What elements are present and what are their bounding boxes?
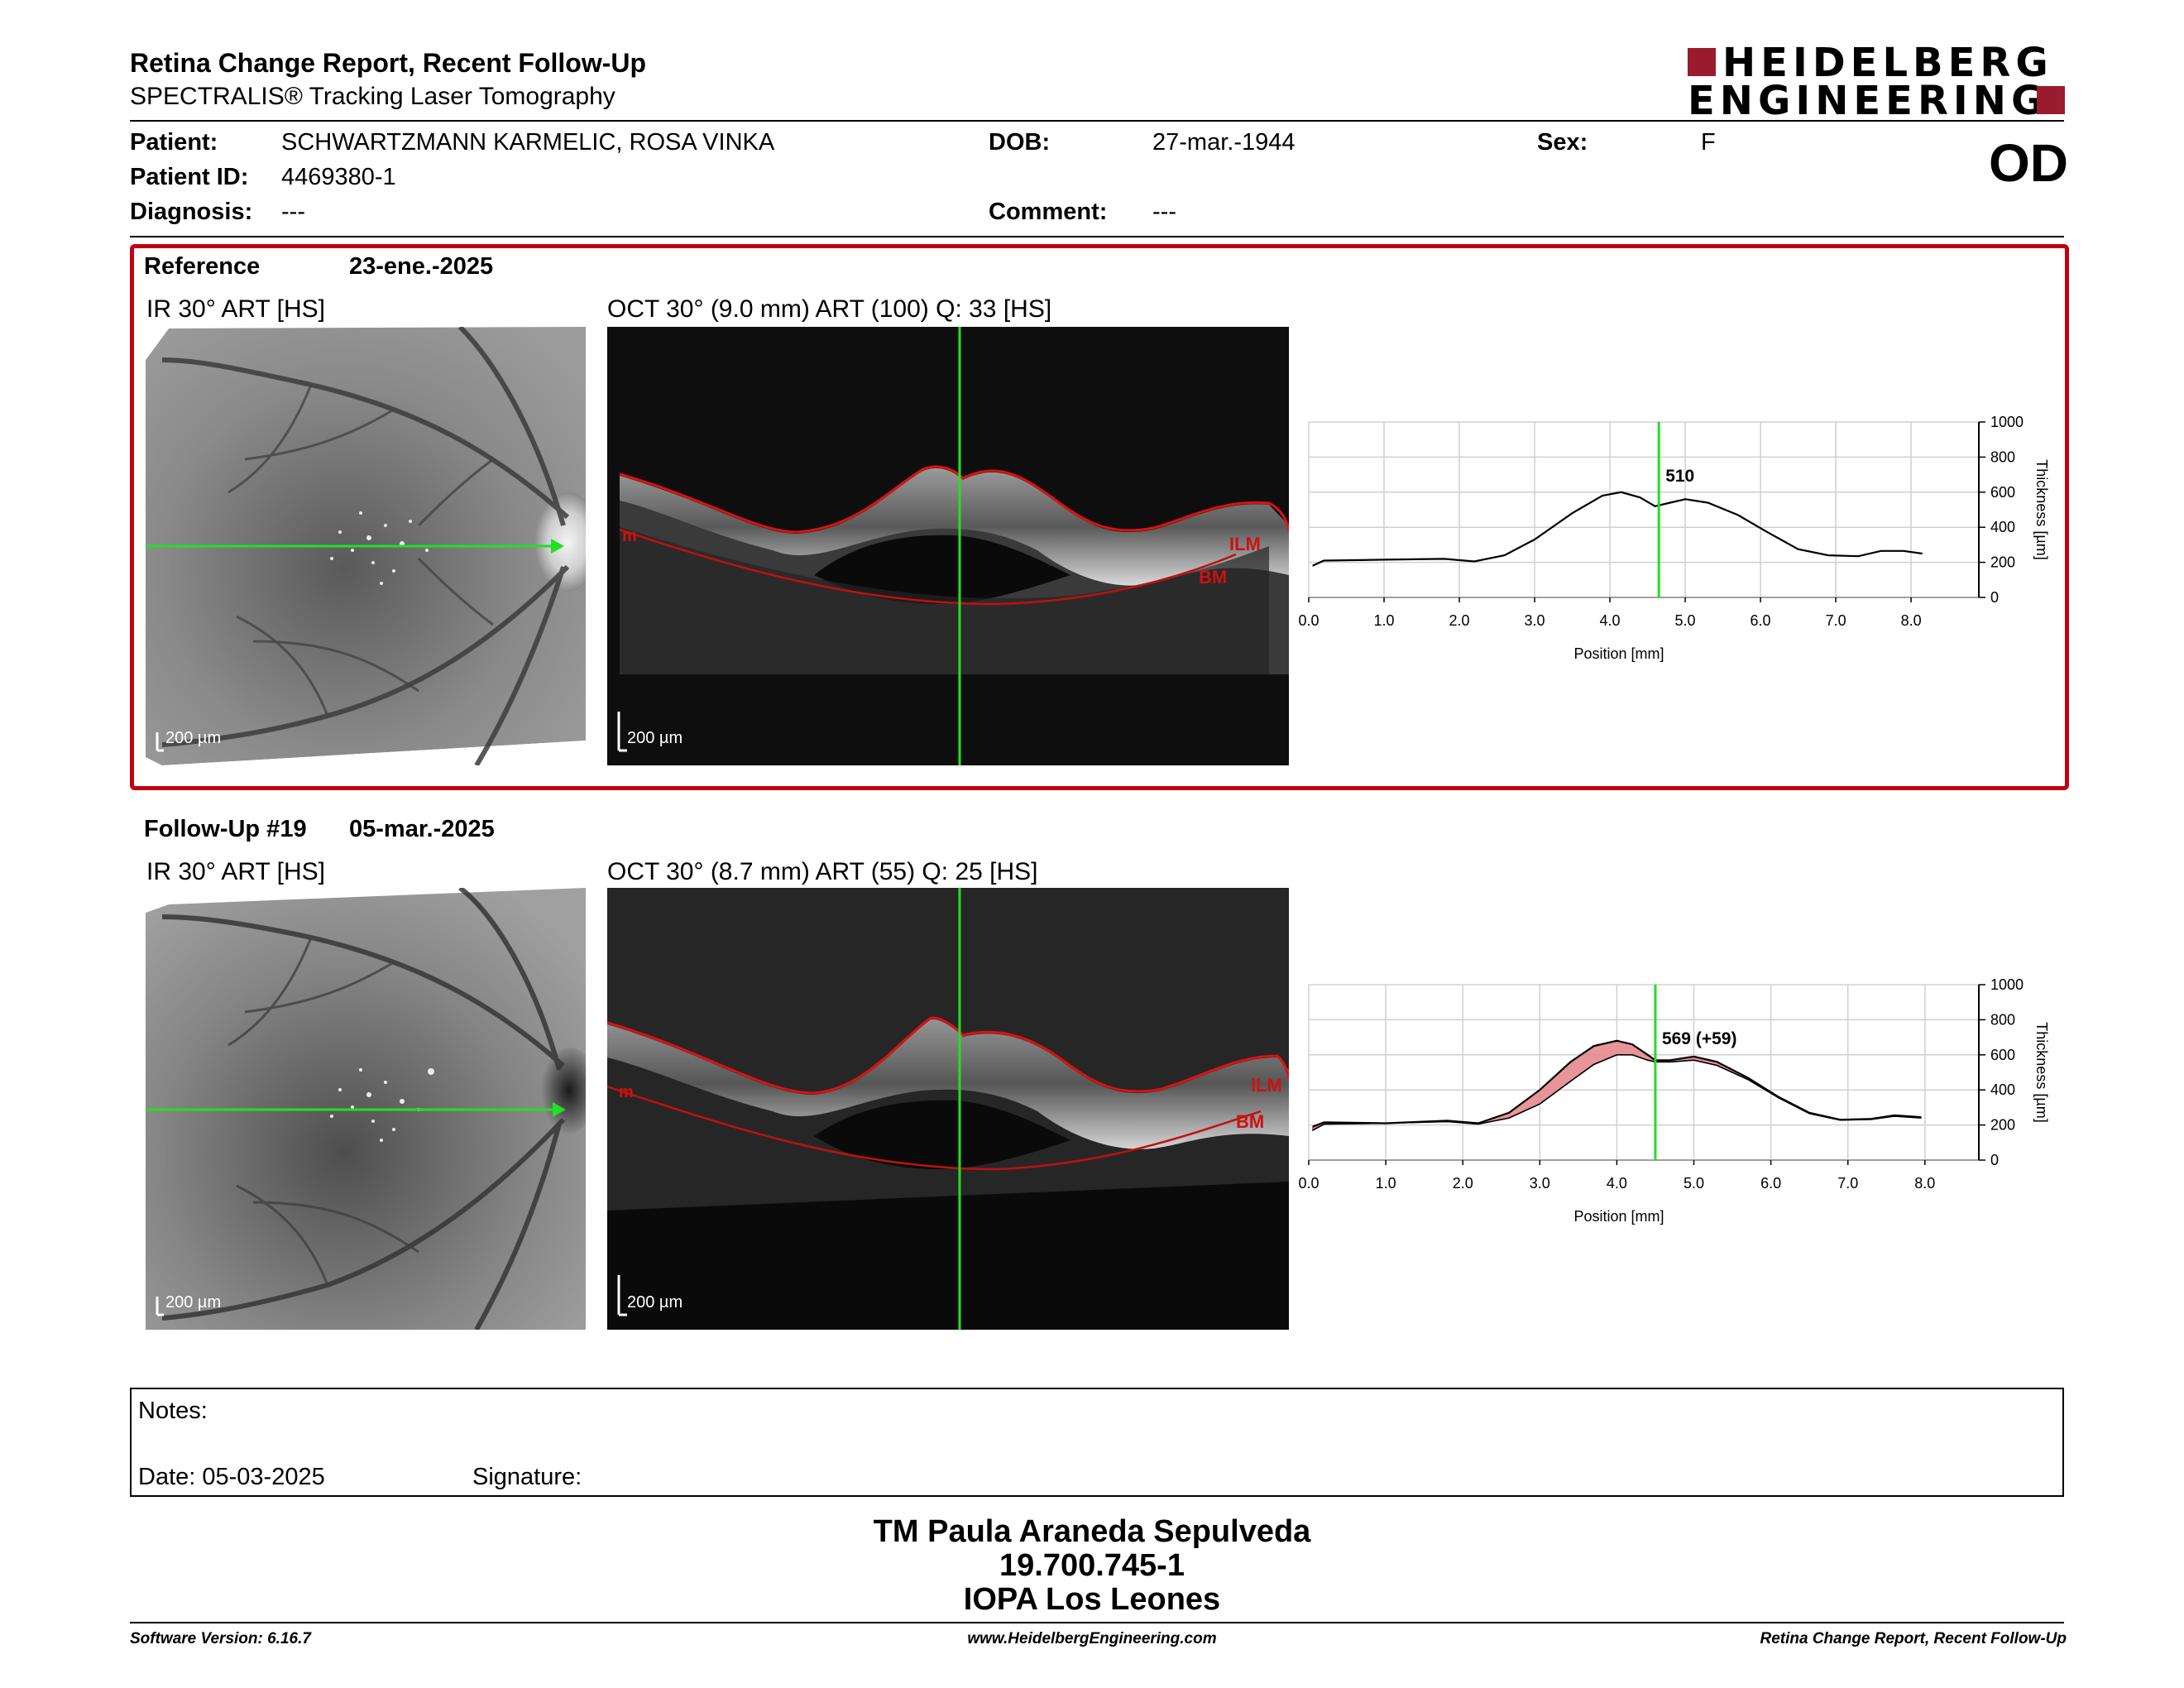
x-tick-label: 5.0 [1675, 612, 1696, 629]
followup-m-label: m [619, 1083, 634, 1101]
position-marker-label: 510 [1665, 467, 1694, 486]
reference-heading: Reference [144, 253, 261, 280]
chart-grid [1308, 984, 1979, 1161]
footer-software-version: Software Version: 6.16.7 [130, 1630, 311, 1647]
comment-label: Comment: [989, 199, 1108, 225]
x-tick-label: 3.0 [1530, 1175, 1550, 1192]
x-tick-label: 4.0 [1600, 612, 1621, 629]
notes-date: Date: 05-03-2025 [138, 1464, 325, 1490]
x-tick-label: 0.0 [1299, 1175, 1320, 1192]
patient-name: SCHWARTZMANN KARMELIC, ROSA VINKA [281, 129, 775, 156]
followup-oct-scale-label: 200 µm [627, 1293, 683, 1312]
x-tick-label: 0.0 [1299, 612, 1320, 629]
reference-ir-label: IR 30° ART [HS] [146, 295, 325, 323]
reference-oct-label: OCT 30° (9.0 mm) ART (100) Q: 33 [HS] [607, 295, 1052, 323]
reference-m-label: m [622, 527, 637, 545]
reference-section-frame [130, 244, 2069, 790]
x-tick-label: 8.0 [1914, 1175, 1935, 1192]
followup-ir-scale-label: 200 µm [165, 1293, 222, 1312]
chart-grid [1308, 421, 1979, 598]
x-tick-label: 6.0 [1760, 1175, 1781, 1192]
followup-date: 05-mar.-2025 [349, 816, 495, 842]
x-tick-label: 6.0 [1751, 612, 1771, 629]
followup-heading: Follow-Up #19 [144, 816, 307, 842]
dob-value: 27-mar.-1944 [1152, 129, 1296, 156]
signer-id: 19.700.745-1 [999, 1548, 1185, 1583]
x-tick-label: 4.0 [1607, 1175, 1627, 1192]
y-tick-label: 800 [1990, 1011, 2015, 1028]
reference-oct-bscan-image[interactable]: ILM BM m 200 µm [607, 327, 1289, 765]
thickness-series-line [1312, 1054, 1922, 1131]
patient-id-value: 4469380-1 [281, 164, 396, 190]
patient-label: Patient: [130, 129, 218, 156]
y-axis-label: Thickness [µm] [2033, 1022, 2050, 1122]
signer-organization: IOPA Los Leones [963, 1582, 1221, 1617]
x-tick-label: 5.0 [1684, 1175, 1704, 1192]
x-tick-label: 1.0 [1373, 612, 1394, 629]
y-tick-label: 200 [1990, 554, 2015, 571]
followup-bm-label: BM [1236, 1111, 1265, 1132]
reference-ilm-label: ILM [1229, 534, 1261, 554]
dob-label: DOB: [989, 129, 1051, 156]
x-tick-label: 1.0 [1376, 1175, 1396, 1192]
diagnosis-value: --- [281, 199, 305, 225]
footer-website[interactable]: www.HeidelbergEngineering.com [967, 1630, 1217, 1647]
x-tick-label: 8.0 [1901, 612, 1922, 629]
patient-id-label: Patient ID: [130, 164, 249, 190]
reference-oct-scale-label: 200 µm [627, 729, 683, 747]
reference-ir-scale-label: 200 µm [165, 729, 222, 747]
y-tick-label: 1000 [1990, 414, 2024, 430]
x-tick-label: 3.0 [1525, 612, 1545, 629]
followup-ir-label: IR 30° ART [HS] [146, 858, 325, 885]
y-tick-label: 600 [1990, 1047, 2015, 1063]
signer-name: TM Paula Araneda Sepulveda [873, 1514, 1311, 1549]
thickness-series-line [1312, 1039, 1922, 1128]
x-axis-label: Position [mm] [1573, 1208, 1664, 1225]
x-tick-label: 2.0 [1453, 1175, 1473, 1192]
sex-label: Sex: [1537, 129, 1588, 156]
reference-thickness-chart: 0.0 1.0 2.0 3.0 4.0 5.0 6.0 7.0 8.0 0 200 400 600 800… [1299, 414, 2050, 662]
x-tick-label: 7.0 [1837, 1175, 1858, 1192]
reference-ir-fundus-image[interactable]: 200 µm [146, 327, 586, 765]
followup-ilm-label: ILM [1251, 1075, 1282, 1096]
x-tick-label: 7.0 [1826, 612, 1846, 629]
notes-label: Notes: [138, 1398, 208, 1424]
report-subtitle: SPECTRALIS® Tracking Laser Tomography [130, 83, 615, 110]
followup-ir-fundus-image[interactable]: 200 µm [146, 888, 586, 1330]
followup-oct-label: OCT 30° (8.7 mm) ART (55) Q: 25 [HS] [607, 858, 1038, 885]
y-tick-label: 0 [1990, 1152, 1999, 1168]
y-tick-label: 600 [1990, 484, 2015, 501]
thickness-series-line [1312, 491, 1923, 567]
notes-box[interactable]: Notes: Date: 05-03-2025 Signature: [130, 1388, 2064, 1497]
eye-indicator: OD [1989, 133, 2068, 193]
reference-bm-label: BM [1199, 567, 1228, 587]
y-tick-label: 0 [1990, 589, 1999, 606]
y-tick-label: 200 [1990, 1117, 2015, 1134]
report-title: Retina Change Report, Recent Follow-Up [130, 48, 647, 78]
x-tick-label: 2.0 [1449, 612, 1470, 629]
y-tick-label: 400 [1990, 1081, 2015, 1098]
position-marker-label: 569 (+59) [1662, 1029, 1736, 1048]
sex-value: F [1701, 129, 1716, 156]
x-axis-label: Position [mm] [1573, 645, 1664, 662]
diagnosis-label: Diagnosis: [130, 199, 253, 225]
notes-signature-label: Signature: [472, 1464, 582, 1490]
reference-date: 23-ene.-2025 [349, 253, 494, 280]
y-tick-label: 1000 [1990, 976, 2024, 993]
y-tick-label: 400 [1990, 519, 2015, 535]
followup-thickness-chart: 0.0 1.0 2.0 3.0 4.0 5.0 6.0 7.0 8.0 0 200 400 600 800… [1299, 976, 2050, 1225]
y-axis-label: Thickness [µm] [2033, 459, 2050, 559]
y-tick-label: 800 [1990, 448, 2015, 465]
comment-value: --- [1152, 199, 1176, 225]
footer-report-name: Retina Change Report, Recent Follow-Up [1760, 1630, 2067, 1647]
followup-oct-bscan-image[interactable]: ILM BM m 200 µm [607, 888, 1289, 1330]
